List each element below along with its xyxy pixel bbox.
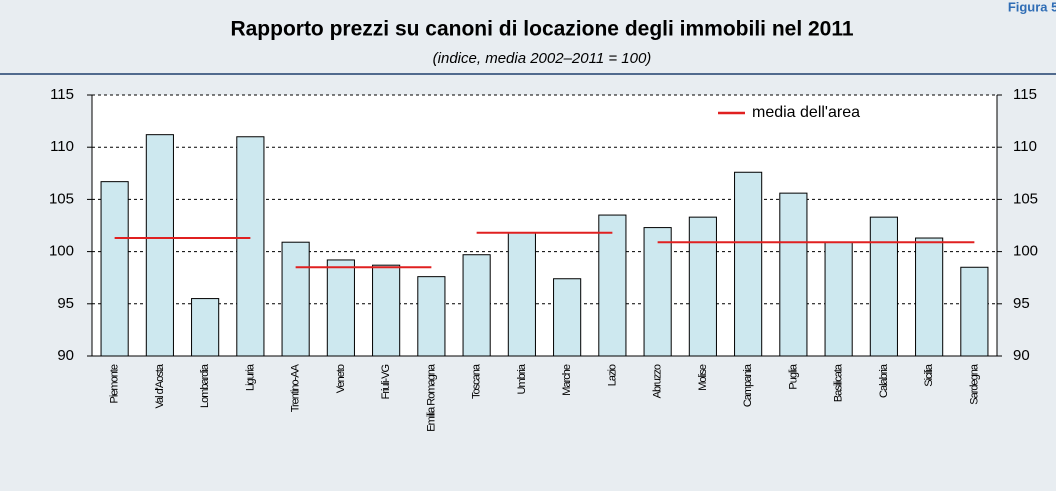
- x-tick-label: Emilia Romagna: [425, 363, 437, 432]
- bar: [281, 241, 310, 357]
- y-tick-label: 115: [50, 86, 74, 103]
- y-tick-label: 110: [50, 138, 74, 155]
- y-tick-label: 100: [49, 243, 74, 260]
- bar: [100, 181, 129, 357]
- bar: [462, 254, 491, 357]
- bar: [643, 227, 672, 357]
- bar: [734, 171, 763, 357]
- bar: [417, 276, 446, 357]
- bar: [869, 216, 898, 357]
- bar: [824, 241, 853, 357]
- y2-tick-label: 100: [1013, 243, 1038, 260]
- x-tick-label: Friuli-VG: [380, 365, 392, 400]
- bar: [372, 264, 401, 357]
- bar: [960, 266, 989, 357]
- y-tick-label: 90: [57, 347, 74, 364]
- x-tick-label: Val d'Aosta: [154, 363, 166, 408]
- bar: [553, 278, 582, 357]
- legend-label: media dell'area: [752, 104, 860, 121]
- y2-tick-label: 90: [1013, 347, 1030, 364]
- y2-tick-label: 95: [1013, 295, 1030, 312]
- bar: [236, 136, 265, 357]
- x-tick-label: Puglia: [787, 363, 799, 389]
- y2-tick-label: 110: [1013, 138, 1037, 155]
- x-tick-label: Toscana: [471, 363, 483, 399]
- x-tick-label: Lazio: [606, 364, 618, 386]
- x-tick-label: Liguria: [244, 363, 256, 391]
- figure-label: Figura 5.: [1008, 0, 1056, 14]
- bar: [507, 232, 536, 357]
- bar: [191, 298, 220, 357]
- chart-title: Rapporto prezzi su canoni di locazione d…: [230, 18, 853, 41]
- y2-tick-label: 115: [1013, 86, 1037, 103]
- x-tick-label: Trentino-AA: [290, 363, 302, 412]
- x-tick-label: Lombardia: [199, 363, 211, 408]
- bar: [915, 237, 944, 357]
- x-tick-label: Piemonte: [109, 364, 121, 403]
- x-tick-label: Umbria: [516, 363, 528, 394]
- x-tick-label: Basilicata: [833, 363, 845, 402]
- y-tick-label: 95: [57, 295, 74, 312]
- x-tick-label: Campania: [742, 363, 754, 407]
- plot-area: [92, 95, 997, 356]
- y-tick-label: 105: [49, 190, 74, 207]
- x-tick-label: Sicilia: [923, 363, 935, 387]
- y2-tick-label: 105: [1013, 190, 1038, 207]
- x-tick-label: Sardegna: [968, 363, 980, 405]
- bar: [598, 214, 627, 357]
- bar: [779, 192, 808, 357]
- bar: [326, 259, 355, 357]
- chart-subtitle: (indice, media 2002–2011 = 100): [433, 50, 652, 67]
- bar: [688, 216, 717, 357]
- x-tick-label: Veneto: [335, 364, 347, 393]
- bar: [145, 134, 174, 357]
- x-tick-label: Marche: [561, 364, 573, 396]
- x-tick-label: Calabria: [878, 363, 890, 398]
- x-tick-label: Molise: [697, 364, 709, 391]
- x-tick-label: Abruzzo: [652, 364, 664, 398]
